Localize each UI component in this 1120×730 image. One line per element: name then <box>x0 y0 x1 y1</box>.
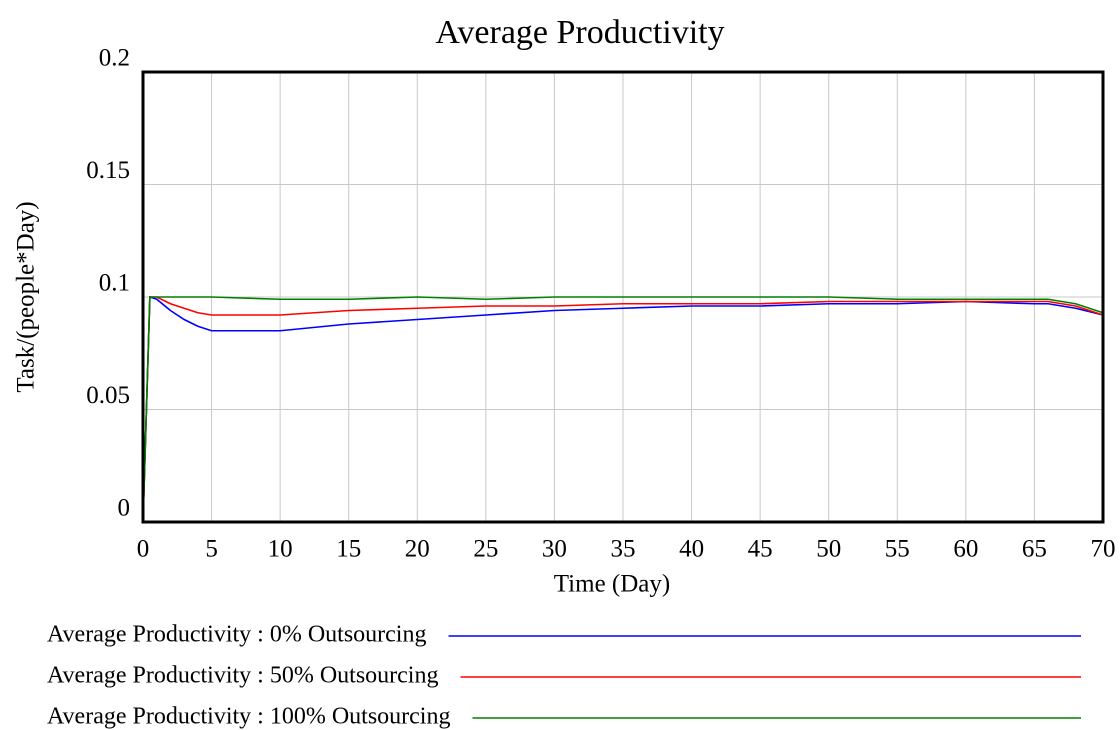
x-tick-label: 15 <box>336 536 361 563</box>
x-tick-label: 40 <box>679 536 704 563</box>
legend-label: Average Productivity : 100% Outsourcing <box>47 704 450 730</box>
legend-label: Average Productivity : 0% Outsourcing <box>47 622 426 648</box>
series-line <box>142 296 1104 523</box>
plot-border <box>141 70 1105 524</box>
series-line <box>142 296 1104 523</box>
y-axis-title: Task/(people*Day) <box>13 201 40 392</box>
x-tick-label: 65 <box>1022 536 1047 563</box>
x-tick-label: 30 <box>542 536 567 563</box>
x-tick-label: 35 <box>611 536 636 563</box>
x-tick-label: 0 <box>137 536 150 563</box>
chart-title: Average Productivity <box>435 14 724 51</box>
y-tick-label: 0 <box>118 495 131 522</box>
x-tick-label: 10 <box>268 536 293 563</box>
legend-label: Average Productivity : 50% Outsourcing <box>47 663 438 689</box>
y-tick-label: 0.15 <box>86 157 130 184</box>
series-line <box>142 295 1104 523</box>
x-tick-label: 25 <box>473 536 498 563</box>
x-tick-label: 20 <box>405 536 430 563</box>
x-tick-label: 70 <box>1091 536 1116 563</box>
x-tick-label: 5 <box>205 536 218 563</box>
x-tick-label: 60 <box>953 536 978 563</box>
y-tick-label: 0.2 <box>99 45 130 72</box>
x-tick-label: 45 <box>748 536 773 563</box>
y-tick-label: 0.1 <box>99 270 130 297</box>
x-tick-label: 50 <box>816 536 841 563</box>
x-axis-title: Time (Day) <box>554 571 670 598</box>
y-tick-label: 0.05 <box>86 382 130 409</box>
x-tick-label: 55 <box>885 536 910 563</box>
